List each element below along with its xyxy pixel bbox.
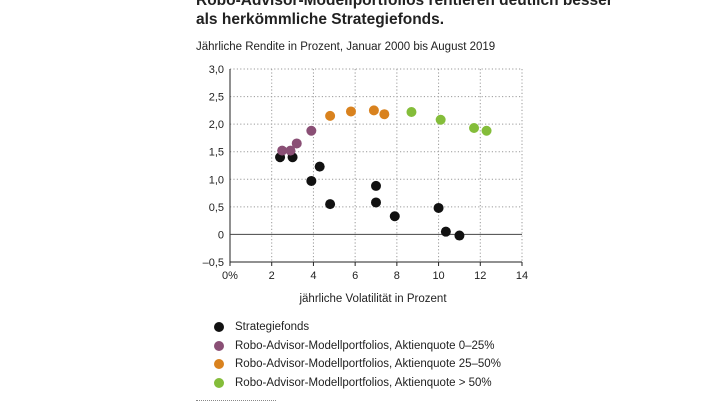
data-point — [314, 161, 325, 172]
legend-marker — [214, 322, 224, 333]
data-point — [481, 125, 492, 136]
headline: Robo-Advisor-Modellportfolios rentieren … — [196, 0, 696, 29]
data-point — [435, 114, 446, 125]
legend-label: Robo-Advisor-Modellportfolios, Aktienquo… — [235, 339, 495, 352]
y-tick-label: 0 — [218, 229, 224, 241]
x-axis-label: jährliche Volatilität in Prozent — [298, 293, 447, 305]
x-tick-labels: 0% 2 4 6 8 10 12 14 — [222, 270, 528, 282]
legend-marker — [214, 340, 224, 351]
data-point — [371, 197, 381, 208]
y-tick-label: 2,5 — [209, 92, 224, 104]
legend-item: Robo-Advisor-Modellportfolios, Aktienquo… — [214, 337, 501, 356]
x-tick-label: 10 — [432, 270, 444, 282]
x-tick-label: 2 — [269, 270, 275, 282]
x-tick-label: 8 — [394, 270, 400, 282]
x-tick-label: 4 — [310, 270, 316, 282]
data-point — [325, 110, 336, 121]
y-tick-label: –0,5 — [203, 257, 224, 269]
data-point — [368, 105, 379, 116]
legend-marker — [214, 359, 224, 370]
headline-line-2: als herkömmliche Strategiefonds. — [196, 11, 445, 28]
data-point — [389, 211, 400, 222]
y-tick-labels: 3,0 2,5 2,0 1,5 1,0 0,5 0 –0,5 — [203, 64, 224, 269]
legend-item: Robo-Advisor-Modellportfolios, Aktienquo… — [214, 374, 501, 393]
y-tick-label: 2,0 — [209, 119, 224, 131]
data-points — [275, 105, 492, 241]
data-point — [440, 226, 451, 237]
data-point — [277, 145, 288, 156]
headline-line-1: Robo-Advisor-Modellportfolios rentieren … — [196, 0, 613, 9]
x-tick-label: 0% — [222, 270, 238, 282]
data-point — [306, 125, 317, 136]
data-point — [433, 202, 444, 213]
legend-item: Robo-Advisor-Modellportfolios, Aktienquo… — [214, 355, 501, 374]
legend-marker — [214, 377, 224, 388]
data-point — [291, 138, 302, 149]
data-point — [345, 106, 356, 117]
y-tick-label: 1,0 — [209, 174, 224, 186]
legend-label: Robo-Advisor-Modellportfolios, Aktienquo… — [235, 358, 501, 371]
data-point — [306, 175, 317, 186]
x-tick-label: 12 — [474, 270, 486, 282]
legend-label: Robo-Advisor-Modellportfolios, Aktienquo… — [235, 376, 492, 389]
data-point — [379, 109, 390, 120]
legend-item: Strategiefonds — [214, 318, 501, 337]
data-point — [285, 145, 296, 156]
x-tick-label: 14 — [516, 270, 528, 282]
y-tick-label: 3,0 — [209, 64, 224, 76]
data-point — [469, 123, 480, 134]
chart-title: Jährliche Rendite in Prozent, Januar 200… — [196, 41, 496, 53]
data-point — [454, 230, 465, 241]
data-point — [371, 180, 381, 191]
axes — [229, 69, 523, 266]
legend: Strategiefonds Robo-Advisor-Modellportfol… — [214, 318, 501, 392]
x-tick-label: 6 — [352, 270, 358, 282]
grid — [230, 68, 523, 263]
y-tick-label: 1,5 — [209, 147, 224, 159]
data-point — [325, 199, 336, 210]
data-point — [406, 107, 417, 118]
footer-divider — [196, 400, 276, 405]
y-tick-label: 0,5 — [209, 202, 224, 214]
legend-label: Strategiefonds — [235, 321, 310, 334]
